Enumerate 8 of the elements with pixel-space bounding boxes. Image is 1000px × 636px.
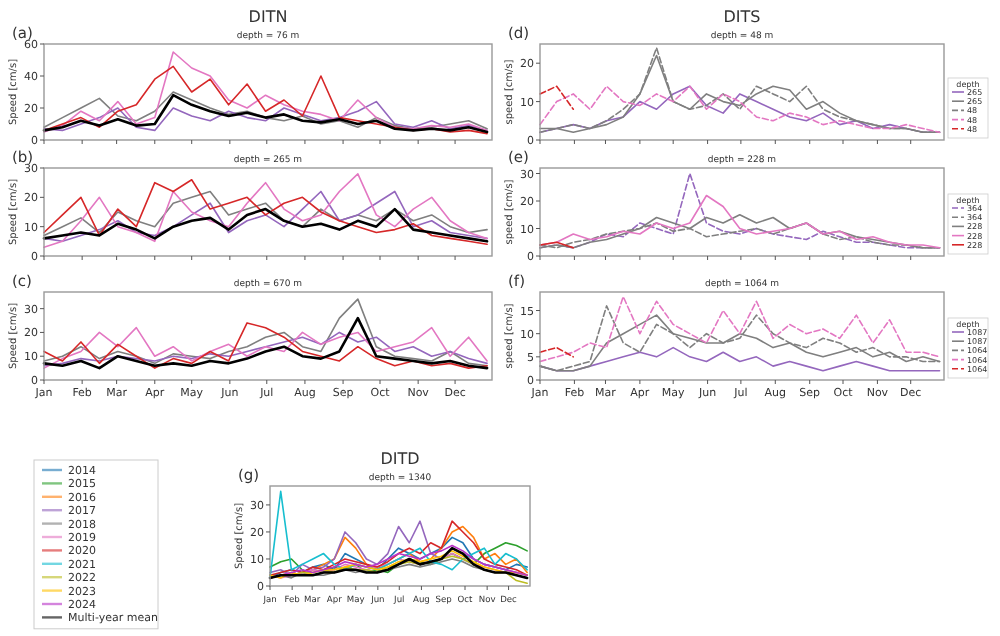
line-series (539, 85, 941, 134)
line-series (539, 295, 941, 363)
chart-title: DITN (248, 8, 288, 26)
line-series (43, 51, 488, 133)
line-series (43, 298, 488, 367)
chart-title: DITD (380, 450, 420, 468)
line-series (42, 207, 489, 243)
chart-title: DITS (723, 8, 761, 26)
